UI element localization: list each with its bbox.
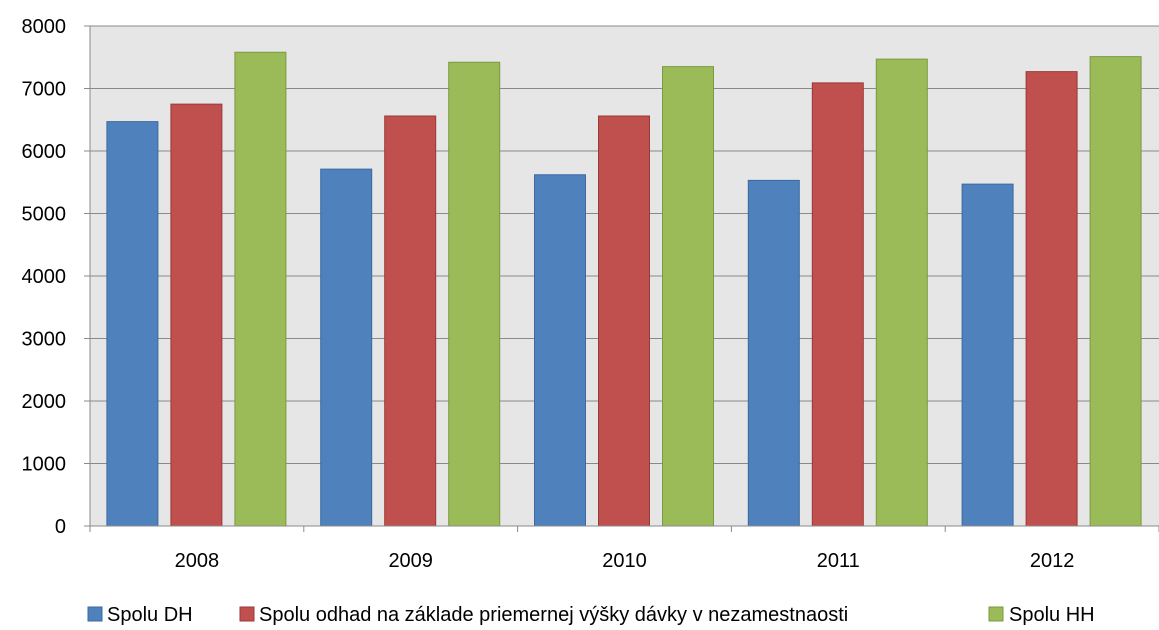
bar-spolu-dh-2011 xyxy=(747,179,800,527)
y-tick-label: 0 xyxy=(55,516,66,538)
legend-swatch xyxy=(87,606,103,622)
bar-spolu-odhad-2012 xyxy=(1025,71,1078,527)
y-tick-label: 3000 xyxy=(22,329,67,351)
y-tick-label: 7000 xyxy=(22,79,67,101)
legend-label: Spolu odhad na základe priemernej výšky … xyxy=(259,604,848,626)
axes xyxy=(89,26,1159,532)
bar-spolu-dh-2009 xyxy=(320,168,373,527)
y-tick-label: 4000 xyxy=(22,266,67,288)
y-tick-label: 1000 xyxy=(22,454,67,476)
bar-spolu-odhad-2008 xyxy=(170,103,223,527)
bar-spolu-hh-2012 xyxy=(1089,56,1142,527)
legend-label: Spolu DH xyxy=(107,604,193,626)
x-tick-label: 2008 xyxy=(175,550,220,572)
bars xyxy=(106,51,1142,527)
x-tick-labels: 2008 2009 2010 2011 2012 xyxy=(175,550,1075,572)
bar-spolu-dh-2012 xyxy=(961,183,1014,527)
bar-spolu-hh-2011 xyxy=(875,58,928,527)
y-tick-label: 2000 xyxy=(22,391,67,413)
x-tick-label: 2012 xyxy=(1030,550,1075,572)
legend-item: Spolu DH xyxy=(87,604,193,626)
bar-spolu-hh-2008 xyxy=(234,51,287,527)
bar-spolu-dh-2010 xyxy=(534,174,586,527)
bar-spolu-odhad-2011 xyxy=(811,82,864,527)
bar-spolu-hh-2009 xyxy=(448,61,501,527)
legend: Spolu DH Spolu odhad na základe priemerne… xyxy=(87,604,1095,626)
bar-spolu-odhad-2009 xyxy=(384,115,437,527)
y-tick-label: 8000 xyxy=(22,16,67,38)
x-tick-label: 2009 xyxy=(388,550,433,572)
legend-item: Spolu odhad na základe priemernej výšky … xyxy=(239,604,848,626)
legend-label: Spolu HH xyxy=(1009,604,1095,626)
y-tick-label: 5000 xyxy=(22,204,67,226)
y-tick-label: 6000 xyxy=(22,141,67,163)
bar-spolu-odhad-2010 xyxy=(598,115,650,527)
x-tick-label: 2010 xyxy=(602,550,647,572)
x-tick-label: 2011 xyxy=(817,550,860,572)
bar-spolu-dh-2008 xyxy=(106,121,159,527)
legend-item: Spolu HH xyxy=(988,604,1095,626)
bar-spolu-hh-2010 xyxy=(662,66,714,527)
legend-swatch xyxy=(988,606,1004,622)
y-tick-labels: 0 1000 2000 3000 4000 5000 6000 7000 8000 xyxy=(22,16,67,538)
legend-swatch xyxy=(239,606,255,622)
